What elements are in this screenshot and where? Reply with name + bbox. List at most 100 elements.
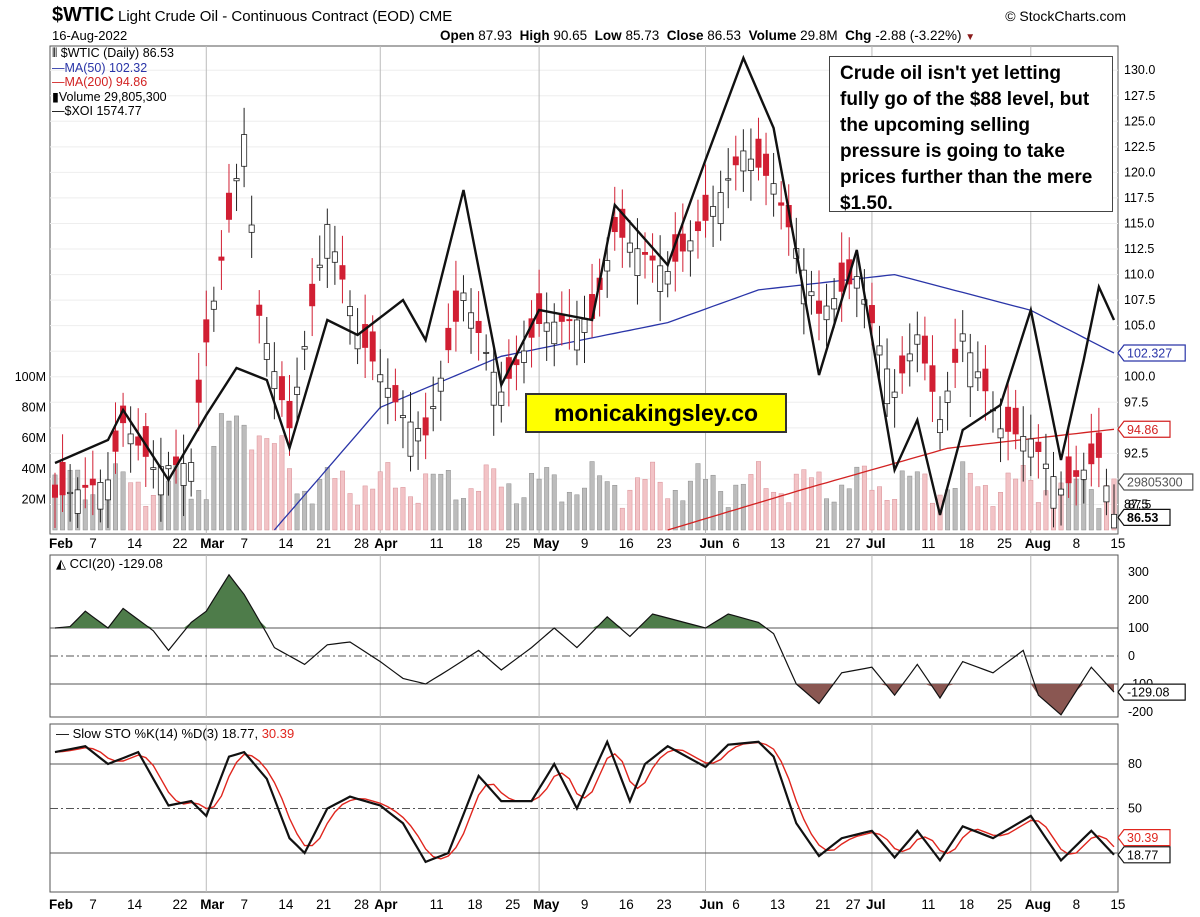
sto-tick-label: 50 [1128, 802, 1142, 816]
candle-body [1012, 407, 1019, 435]
sto-d-value-tag: 30.39 [1127, 831, 1158, 845]
volume-tick-label: 40M [22, 462, 46, 476]
x-day-label: 8 [1073, 897, 1081, 912]
volume-bar [377, 471, 383, 531]
volume-bar [1028, 480, 1034, 531]
x-day-label: 7 [89, 897, 97, 912]
volume-bar [756, 461, 761, 531]
volume-bar [1013, 478, 1019, 531]
x-day-label: 18 [959, 897, 974, 912]
cci-oversold-area [55, 684, 1114, 715]
volume-bar [952, 488, 958, 531]
candle-body [702, 194, 709, 221]
candle-body [536, 293, 543, 325]
cci-line [54, 573, 1115, 716]
volume-bar [816, 471, 822, 531]
candle-body [770, 183, 777, 195]
candle-icon: ⫴ [52, 46, 58, 60]
volume-value: 29.8M [800, 28, 838, 43]
candle-body [377, 374, 384, 383]
price-tick-label: 97.5 [1124, 395, 1148, 409]
volume-bar [218, 413, 224, 531]
cci-tick-label: -200 [1128, 705, 1153, 719]
candle-body [732, 156, 739, 166]
volume-bar [778, 493, 784, 531]
sto-legend-d-value: 30.39 [261, 726, 295, 741]
legend-ma50: —MA(50) 102.32 [52, 61, 174, 76]
volume-bar [415, 502, 421, 531]
candle-body [362, 324, 369, 348]
price-tick-label: 110.0 [1124, 268, 1154, 282]
xoi-line [54, 54, 1116, 516]
candle-body [1111, 513, 1118, 529]
volume-bar [324, 467, 330, 531]
volume-bar [264, 438, 270, 531]
candle-body [316, 264, 323, 269]
sto-legend-text: Slow STO %K(14) %D(3) 18.77, [72, 726, 262, 741]
close-value-tag: 86.53 [1127, 511, 1158, 525]
volume-bar [635, 477, 640, 531]
candle-body [498, 391, 505, 406]
analyst-annotation: Crude oil isn't yet letting fully go of … [829, 56, 1113, 214]
candle-body [657, 265, 664, 292]
volume-bar [657, 481, 663, 531]
volume-bar [249, 449, 255, 531]
volume-bar [294, 493, 300, 531]
volume-bar [339, 470, 345, 531]
candle-body [1080, 469, 1087, 480]
candle-body [899, 355, 906, 374]
volume-bar [839, 484, 845, 531]
high-label: High [519, 28, 550, 43]
candle-body [225, 192, 232, 220]
candle-body [468, 312, 475, 329]
candle-body [271, 371, 278, 390]
x-day-label: 11 [921, 897, 935, 912]
volume-bar [801, 469, 807, 531]
volume-bar [491, 468, 497, 531]
candle-body [1035, 441, 1042, 452]
watermark-label[interactable]: monicakingsley.co [525, 393, 787, 433]
volume-bar [672, 490, 678, 531]
volume-bar [703, 479, 708, 531]
candle-body [369, 331, 376, 362]
volume-bar [271, 443, 277, 531]
x-day-label: 25 [997, 536, 1012, 551]
candle-body [1050, 476, 1057, 509]
volume-bar [786, 502, 792, 531]
volume-bar [642, 479, 648, 531]
chart-symbol: $WTIC [52, 4, 115, 26]
candle-body [823, 305, 830, 321]
volume-bar [914, 471, 920, 531]
x-day-label: 13 [770, 897, 785, 912]
ma50-line [273, 273, 1115, 531]
candle-body [884, 368, 891, 405]
ma200-value-tag: 94.86 [1127, 423, 1158, 437]
volume-bar [824, 498, 830, 531]
volume-bar [461, 498, 466, 531]
sto-k-line [54, 738, 1115, 864]
candle-body [838, 262, 845, 292]
cci-legend-text: CCI(20) -129.08 [69, 556, 163, 571]
candle-body [1065, 456, 1072, 484]
x-day-label: 18 [467, 897, 482, 912]
stockcharts-brand[interactable]: © StockCharts.com [1005, 8, 1126, 24]
candle-body [339, 265, 346, 280]
volume-bar [899, 470, 905, 531]
candle-body [551, 321, 558, 345]
candle-body [717, 192, 724, 225]
volume-bar [385, 462, 391, 531]
line-icon: — [52, 60, 65, 75]
candle-body [626, 242, 633, 253]
volume-label: Volume [748, 28, 797, 43]
candle-body [573, 319, 580, 351]
x-month-label: Jul [866, 536, 886, 551]
volume-bar [627, 489, 633, 531]
volume-tick-label: 100M [15, 370, 46, 384]
line-icon: — [52, 104, 65, 118]
volume-value-tag-box [1117, 473, 1194, 491]
volume-bar [506, 483, 512, 531]
candle-body [634, 248, 641, 276]
volume-bar [544, 467, 550, 531]
x-day-label: 21 [316, 536, 331, 551]
volume-bar [203, 499, 209, 531]
